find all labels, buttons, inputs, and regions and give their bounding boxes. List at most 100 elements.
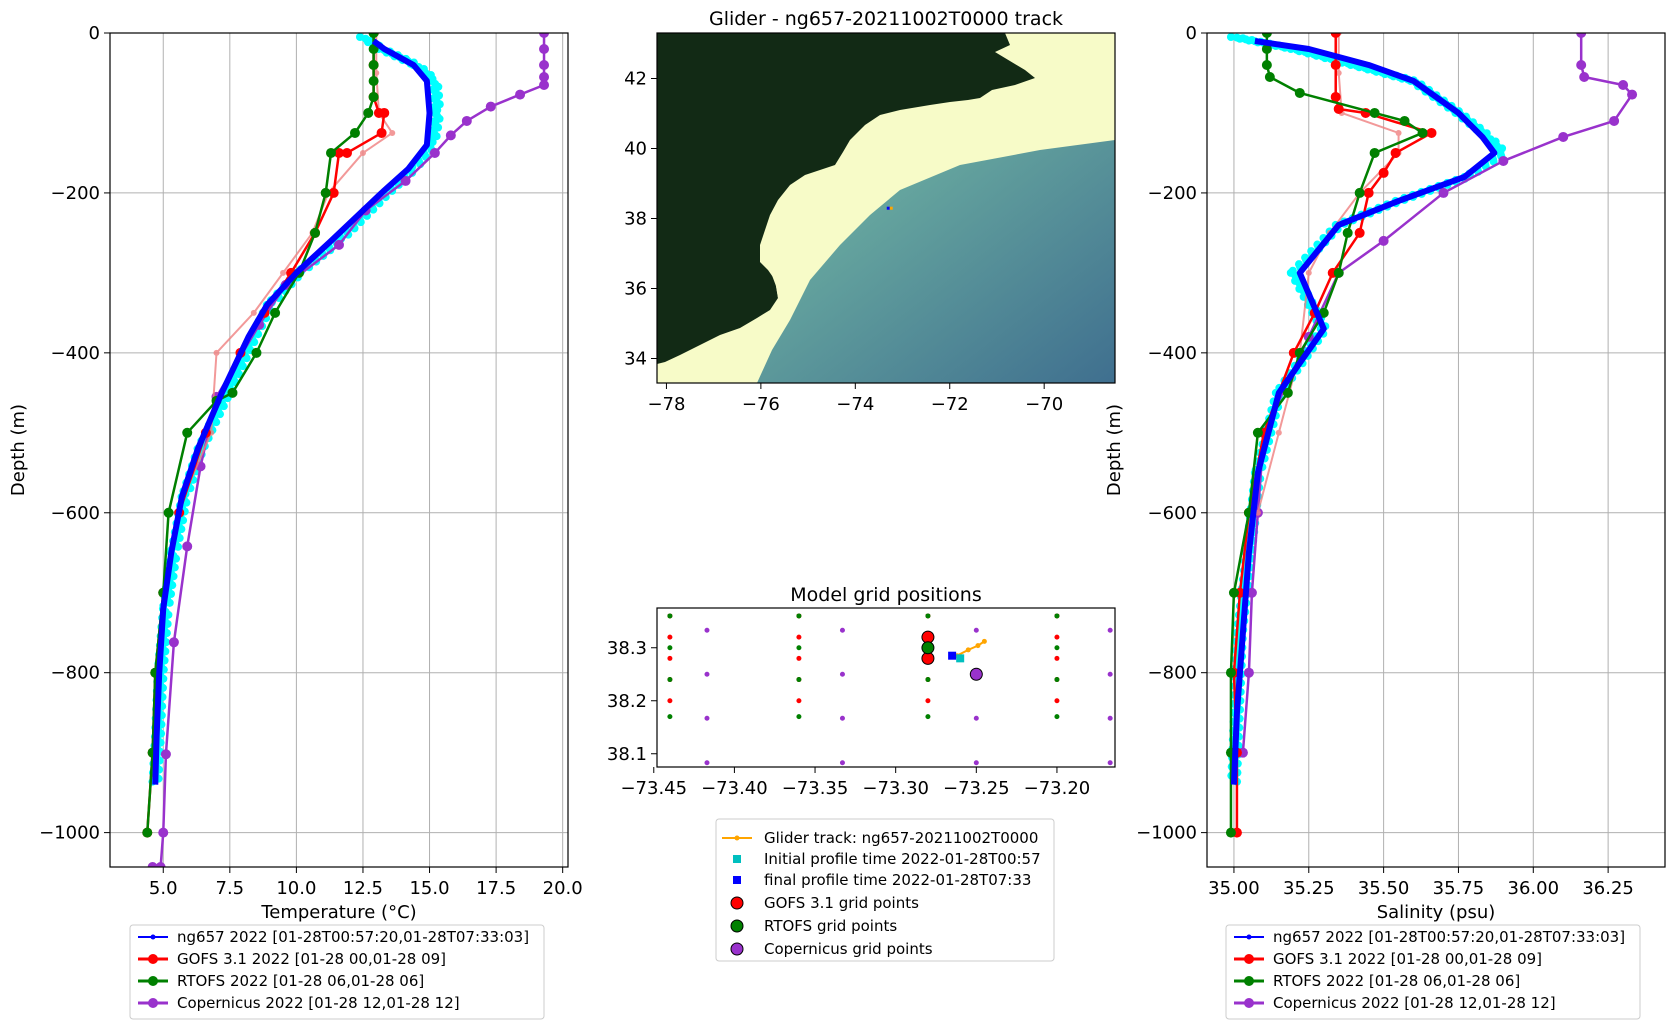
data-point	[1378, 167, 1389, 178]
data-point	[1225, 667, 1236, 678]
data-point	[320, 187, 331, 198]
salinity-legend: ng657 2022 [01-28T00:57:20,01-28T07:33:0…	[1225, 924, 1641, 1020]
legend-entry-rtofs-points: RTOFS grid points	[730, 917, 897, 935]
x-tick-label: 36.25	[1582, 878, 1634, 899]
y-tick-label: −600	[51, 503, 100, 524]
copernicus-grid-point	[1107, 671, 1113, 677]
x-tick-label: 35.75	[1433, 878, 1485, 899]
data-point	[539, 59, 550, 70]
data-point	[1261, 33, 1272, 38]
data-point	[212, 418, 221, 427]
glider-track-point	[981, 638, 987, 644]
grid-positions-panel: Model grid positions −73.45 −73.40 −73.35−…	[607, 584, 1116, 962]
grid-frame	[656, 607, 1116, 768]
map-title: Glider - ng657-20211002T0000 track	[709, 8, 1063, 30]
legend-entry-rtofs: RTOFS 2022 [01-28 06,01-28 06]	[138, 972, 424, 990]
data-point	[368, 75, 379, 86]
y-tick-label: 42	[624, 69, 647, 90]
data-point	[1354, 227, 1365, 238]
data-point	[1390, 147, 1401, 158]
legend-label: Copernicus grid points	[764, 940, 933, 958]
map-land	[657, 33, 1035, 364]
x-tick-label: −72	[931, 394, 969, 415]
data-point	[162, 629, 171, 638]
data-point	[539, 79, 550, 90]
legend-label: RTOFS 2022 [01-28 06,01-28 06]	[1273, 972, 1520, 990]
copernicus-grid-point	[704, 671, 710, 677]
data-point	[1333, 103, 1344, 114]
data-point	[177, 525, 186, 534]
data-point	[1243, 667, 1254, 678]
x-tick-label: 15.0	[409, 878, 449, 899]
data-point	[368, 91, 379, 102]
data-point	[167, 589, 176, 598]
data-point	[1489, 157, 1498, 166]
data-point	[1282, 387, 1293, 398]
data-point	[1246, 587, 1257, 598]
data-point	[182, 541, 193, 552]
legend-entry-glider: ng657 2022 [01-28T00:57:20,01-28T07:33:0…	[1234, 928, 1625, 946]
data-point	[515, 89, 526, 100]
rtofs-grid-point	[667, 714, 673, 720]
glider-track-point	[965, 647, 971, 653]
data-point	[1261, 59, 1272, 70]
grid-legend: Glider track: ng657-20211002T0000 Initia…	[715, 818, 1055, 962]
data-point	[1576, 33, 1587, 38]
gofs-grid-point	[796, 655, 802, 661]
data-point	[539, 71, 550, 82]
data-point	[368, 59, 379, 70]
y-tick-label: −400	[1148, 343, 1197, 364]
data-point	[172, 554, 181, 563]
legend-entry-glider: ng657 2022 [01-28T00:57:20,01-28T07:33:0…	[138, 928, 529, 946]
legend-entry-copernicus: Copernicus 2022 [01-28 12,01-28 12]	[138, 994, 460, 1012]
x-tick-label: 7.5	[216, 878, 245, 899]
temperature-legend: ng657 2022 [01-28T00:57:20,01-28T07:33:0…	[129, 924, 545, 1020]
data-point	[182, 427, 193, 438]
data-point	[179, 516, 188, 525]
legend-label: RTOFS 2022 [01-28 06,01-28 06]	[177, 972, 424, 990]
series-gofs	[142, 33, 390, 838]
data-point	[1342, 227, 1353, 238]
data-point	[432, 132, 441, 141]
copernicus-grid-point	[973, 760, 979, 766]
x-tick-label: −74	[836, 394, 874, 415]
x-tick-label: 17.5	[476, 878, 516, 899]
data-point	[147, 862, 158, 867]
data-point	[158, 827, 169, 838]
series-line	[1241, 33, 1634, 753]
data-point	[168, 637, 179, 648]
y-tick-label: −800	[51, 663, 100, 684]
data-point	[1330, 59, 1341, 70]
legend-label: ng657 2022 [01-28T00:57:20,01-28T07:33:0…	[177, 928, 529, 946]
gofs-grid-point	[1054, 634, 1060, 640]
legend-entry-gofs-points: GOFS 3.1 grid points	[730, 894, 919, 912]
data-point	[280, 269, 287, 276]
data-point	[359, 149, 366, 156]
data-point	[164, 610, 173, 619]
data-point	[175, 534, 184, 543]
data-point	[1399, 115, 1410, 126]
glider-track-marker	[889, 206, 893, 210]
legend-label: final profile time 2022-01-28T07:33	[764, 871, 1031, 889]
data-point	[213, 349, 220, 356]
data-point	[1330, 91, 1341, 102]
gofs-grid-point	[796, 634, 802, 640]
gofs-grid-point	[667, 634, 673, 640]
data-point	[1235, 34, 1244, 43]
data-point	[310, 227, 321, 238]
series-copernicus	[1237, 33, 1638, 758]
data-point	[168, 581, 177, 590]
data-point	[169, 572, 178, 581]
data-point	[1609, 115, 1620, 126]
series-gofs_faint	[173, 33, 396, 516]
rtofs-grid-point	[1054, 645, 1060, 651]
x-tick-label: −73.25	[943, 778, 1010, 799]
gofs-grid-point	[1054, 698, 1060, 704]
data-point	[1225, 827, 1236, 838]
data-point	[170, 563, 179, 572]
data-point	[1261, 43, 1272, 54]
data-point	[1579, 71, 1590, 82]
gofs-grid-point	[925, 698, 931, 704]
temperature-series	[142, 33, 550, 867]
copernicus-grid-point	[1107, 715, 1113, 721]
